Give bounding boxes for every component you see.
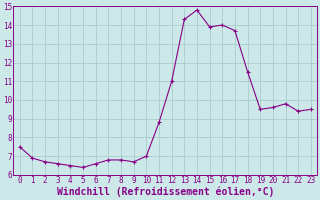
X-axis label: Windchill (Refroidissement éolien,°C): Windchill (Refroidissement éolien,°C) [57,187,274,197]
